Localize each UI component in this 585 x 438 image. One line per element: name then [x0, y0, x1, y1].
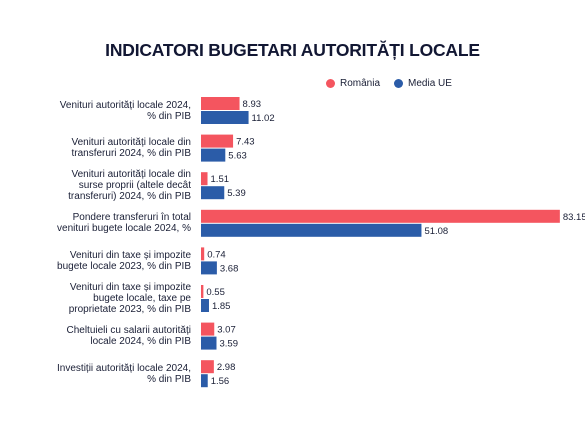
data-label: 8.93 [243, 99, 261, 110]
data-label: 0.74 [207, 249, 226, 260]
bar-media-ue [201, 299, 209, 312]
bar-media-ue [201, 223, 422, 237]
data-label: 51.08 [424, 226, 448, 237]
category-label: Venituri autorități locale din transferu… [71, 137, 191, 160]
category-label: Cheltuieli cu salarii autorități locale … [66, 325, 191, 348]
category-label: Pondere transferuri în total venituri bu… [57, 212, 191, 235]
data-label: 3.07 [217, 325, 236, 336]
legend-swatch-media-ue [394, 78, 404, 88]
data-label: 2.98 [217, 362, 236, 373]
bar-romania [201, 285, 204, 298]
category-label: Venituri din taxe și impozite bugete loc… [68, 282, 191, 315]
legend-label-romania: România [340, 77, 381, 89]
data-label: 3.59 [219, 339, 238, 350]
data-label: 1.56 [211, 376, 230, 387]
category-label: Venituri din taxe și impozite bugete loc… [57, 249, 191, 272]
data-label: 7.43 [236, 137, 255, 148]
bar-romania [201, 322, 215, 336]
bar-media-ue [201, 261, 217, 275]
category-label: Venituri autorități locale 2024, % din P… [59, 99, 191, 122]
category-label: Investiții autorități locale 2024, % din… [57, 362, 191, 385]
data-label: 3.68 [220, 263, 239, 274]
bar-romania [201, 172, 208, 186]
chart-title: INDICATORI BUGETARI AUTORITĂȚI LOCALE [105, 40, 480, 60]
bar-media-ue [201, 374, 208, 388]
data-label: 11.02 [252, 113, 275, 124]
bar-media-ue [201, 186, 225, 200]
data-label: 5.63 [228, 151, 247, 162]
legend-label-media-ue: Media UE [408, 77, 452, 89]
bar-romania [201, 209, 560, 223]
bar-romania [201, 97, 240, 110]
legend-item-romania: România [326, 78, 380, 89]
legend-swatch-romania [326, 78, 335, 88]
bar-romania [201, 247, 205, 261]
data-label: 83.15 [563, 212, 585, 223]
data-label: 1.51 [211, 174, 230, 185]
bar-romania [201, 134, 234, 148]
data-label: 5.39 [227, 188, 246, 199]
data-label: 0.55 [206, 287, 225, 298]
bar-romania [201, 360, 214, 374]
bar-media-ue [201, 336, 217, 350]
legend-item-media-ue: Media UE [394, 78, 452, 89]
bar-media-ue [201, 148, 226, 162]
data-label: 1.85 [212, 301, 231, 312]
bar-media-ue [201, 111, 249, 124]
legend: România Media UE [326, 76, 466, 90]
category-label: Venituri autorități locale din surse pro… [68, 169, 191, 203]
